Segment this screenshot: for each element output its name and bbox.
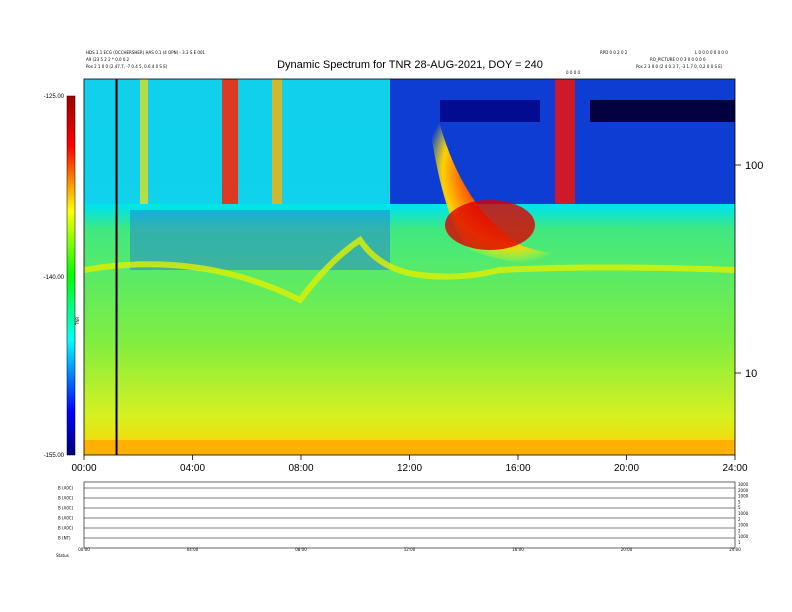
burst-2 [272, 79, 282, 204]
bottom-panel-frame [83, 481, 736, 549]
chart-title: Dynamic Spectrum for TNR 28-AUG-2021, DO… [277, 59, 543, 71]
dark-stripe-band-2 [440, 100, 540, 122]
bottom-right-tick: 1000 [738, 523, 749, 528]
colorbar [66, 95, 76, 456]
bottom-right-tick: 2000 [738, 488, 749, 493]
header-right-4: Pos 2 3 0 0 (2 4 0.3 7, -3 1.7 0, 0.2 0 … [636, 64, 723, 69]
emission-line [84, 235, 735, 304]
header-right-1: RPD 0 0 2 0 2 [600, 50, 628, 55]
bottom-x-tick: 24:00 [729, 547, 741, 552]
colorbar-tick-bottom: -155.00 [44, 453, 65, 459]
bottom-x-tick: 20:00 [621, 547, 633, 552]
bottom-right-tick: 2 [738, 517, 741, 522]
x-tick-label: 24:00 [722, 463, 747, 474]
bottom-panel-traces: B (A0C) B (A0C) B (A0C) B (A0C) B (A0C) B (NT… [58, 482, 749, 552]
bottom-right-tick: 1000 [738, 511, 749, 516]
bottom-x-tick: 04:00 [187, 547, 199, 552]
bottom-right-tick: 5 [738, 505, 741, 510]
right-tick-10: 10 [745, 368, 757, 380]
bottom-right-tick: 2 [738, 528, 741, 533]
x-tick-label: 04:00 [180, 463, 205, 474]
burst-4 [140, 79, 148, 204]
header-left-2: A9 (23 5 2 2 * 0.0 0.2 [86, 57, 130, 62]
burst-core [445, 200, 535, 250]
bottom-x-tick: 00:00 [78, 547, 90, 552]
bottom-trace-label: B (NT) [58, 536, 71, 541]
bottom-right-tick: 1000 [738, 534, 749, 539]
bottom-right-tick: 1000 [738, 494, 749, 499]
header-left-3: Pos 2 1 0 0 (2.47.7, -7 0.4 5, 0.6 4 0 S… [86, 64, 168, 69]
bottom-trace-label: B (A0C) [58, 516, 74, 521]
bottom-x-tick: 12:00 [404, 547, 416, 552]
marker-label: 0 0 0 0 [566, 70, 580, 75]
bottom-trace-label: B (A0C) [58, 526, 74, 531]
header-right-3: RO_PICTURE 0 0 3 0 0 0 0 0 [650, 57, 706, 62]
x-tick-label: 20:00 [614, 463, 639, 474]
colorbar-label: TNR [75, 317, 80, 326]
colorbar-tick-top: -125.00 [44, 94, 65, 100]
bottom-trace-label: B (A0C) [58, 506, 74, 511]
x-tick-label: 12:00 [397, 463, 422, 474]
right-tick-100: 100 [745, 160, 763, 172]
mid-blue-patch [130, 210, 390, 270]
bottom-right-tick: 1 [738, 540, 741, 545]
header-right-2: L 0 0 0 0 0 0 0 0 [695, 50, 728, 55]
burst-3 [555, 79, 575, 204]
bottom-x-tick: 08:00 [295, 547, 307, 552]
bottom-right-tick: 3000 [738, 482, 749, 487]
dark-stripe-band [590, 100, 735, 122]
x-axis-ticks: 00:00 04:00 08:00 12:00 16:00 20:00 24:00 [71, 455, 748, 474]
x-tick-label: 16:00 [505, 463, 530, 474]
colorbar-tick-mid: -140.00 [44, 275, 65, 281]
bottom-right-tick: 5 [738, 499, 741, 504]
bottom-trace-label: B (A0C) [58, 496, 74, 501]
bottom-trace-label: B (A0C) [58, 486, 74, 491]
x-tick-label: 08:00 [288, 463, 313, 474]
bottom-band [84, 440, 735, 455]
bottom-panel-footer: Status [56, 553, 69, 558]
spectrogram-area [84, 79, 735, 455]
header-left-1: HDS 3.1 ECG (OCCHERSHER) HAS 0.1 (4 OPN)… [86, 50, 206, 55]
burst-1 [222, 79, 238, 204]
x-tick-label: 00:00 [71, 463, 96, 474]
bottom-x-tick: 16:00 [512, 547, 524, 552]
